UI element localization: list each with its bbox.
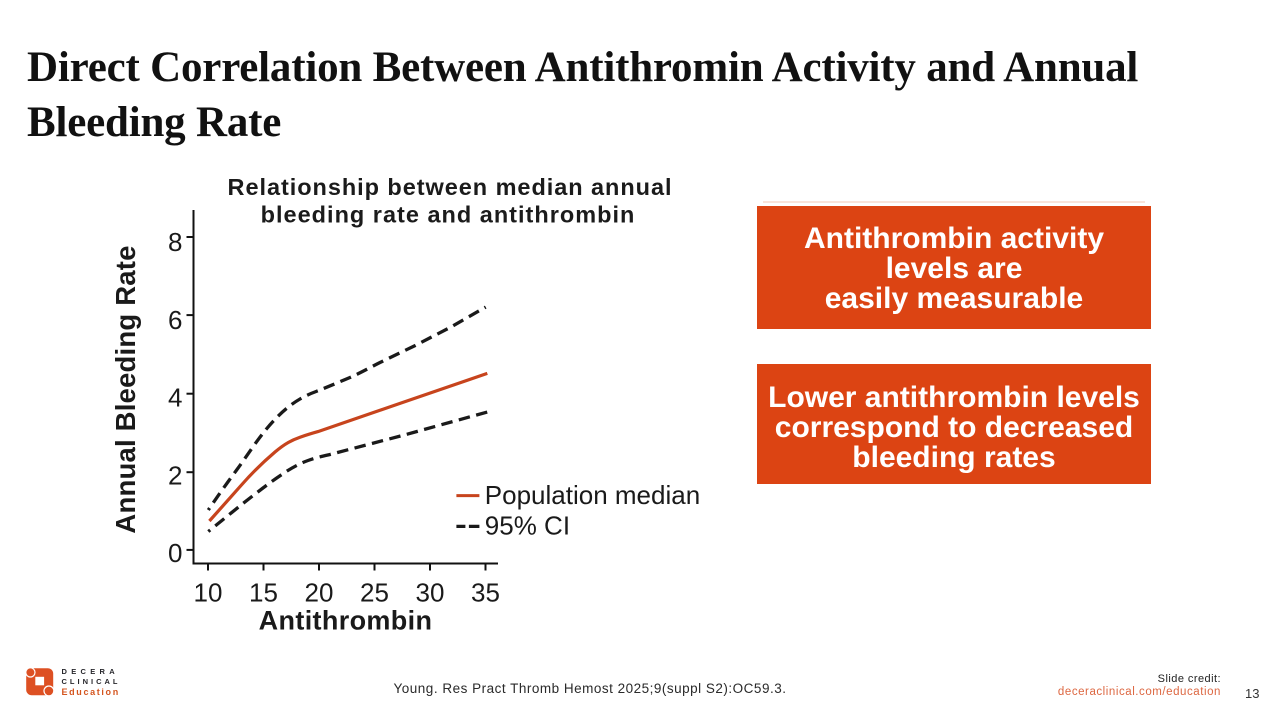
svg-text:8: 8: [168, 227, 182, 257]
svg-text:Relationship between median an: Relationship between median annual: [228, 174, 673, 200]
svg-text:10: 10: [194, 577, 223, 607]
svg-text:95% CI: 95% CI: [485, 511, 570, 541]
svg-text:Annual Bleeding Rate: Annual Bleeding Rate: [110, 245, 141, 533]
svg-text:2: 2: [168, 460, 182, 490]
svg-text:35: 35: [471, 577, 500, 607]
svg-text:6: 6: [168, 305, 182, 335]
svg-text:Population median: Population median: [485, 480, 700, 510]
svg-text:Antithrombin: Antithrombin: [259, 606, 433, 636]
svg-text:bleeding rate and antithrombin: bleeding rate and antithrombin: [261, 201, 636, 227]
svg-text:30: 30: [416, 577, 445, 607]
svg-text:0: 0: [168, 538, 182, 568]
svg-text:15: 15: [249, 577, 278, 607]
svg-text:25: 25: [360, 577, 389, 607]
svg-text:4: 4: [168, 383, 182, 413]
svg-text:20: 20: [305, 577, 334, 607]
